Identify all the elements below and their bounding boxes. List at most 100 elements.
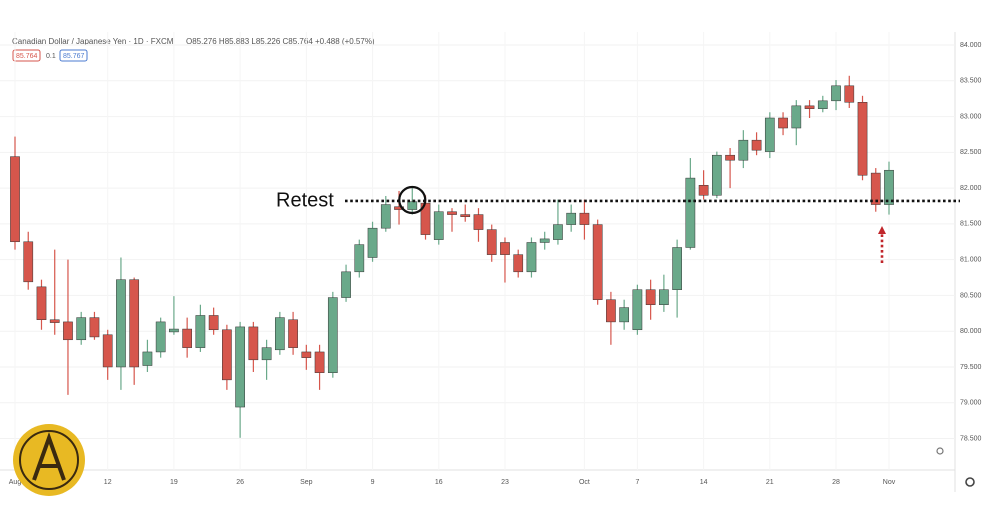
candle-body [169,328,179,333]
candle-body [738,139,749,161]
candle-body [539,238,550,243]
y-tick-label: 83.500 [960,78,982,85]
x-tick-label: 16 [435,479,443,486]
candle-body [433,211,444,240]
candle-body [566,212,577,225]
candle-body [579,212,590,225]
candle-body [195,315,206,348]
candle-body [36,286,47,321]
y-tick-label: 81.000 [960,256,982,263]
retest-label: Retest [276,189,334,211]
y-tick-label: 78.500 [960,435,982,442]
x-tick-label: Sep [300,479,313,486]
logo-letter [32,432,66,481]
auto-scale-icon[interactable] [936,447,944,455]
candle-body [884,169,894,205]
candle-body [606,299,616,323]
candle-body [817,100,828,109]
logo [13,424,85,496]
candle-body [804,105,815,109]
y-tick-label: 80.000 [960,328,982,335]
logo-ring [19,430,79,490]
candle-body [23,241,34,283]
x-tick-label: 12 [104,479,112,486]
x-tick-label: Aug [9,479,22,486]
x-tick-label: 23 [501,479,509,486]
candle-body [63,321,73,341]
candle-body [208,315,219,331]
candle-body [791,105,802,129]
badge-box [59,49,88,62]
candle-body [725,154,735,161]
x-tick-label: 14 [700,479,708,486]
chart-title: Canadian Dollar / Japanese Yen · 1D · FX… [12,37,174,46]
candle-body [857,102,868,176]
candle-body [473,214,484,230]
y-tick-label: 80.500 [960,292,982,299]
candle-body [778,117,788,129]
candle-body [380,204,391,229]
candle-body [513,254,524,273]
candle-body [248,326,259,361]
candle-body [367,227,378,258]
candle-body [500,242,510,255]
candle-body [274,317,285,351]
candle-body [76,317,87,341]
annotations: Retest [276,185,960,263]
x-tick-label: 26 [236,479,244,486]
candle-body [592,224,603,300]
candle-body [619,307,630,323]
candles [10,75,894,438]
x-tick-label: 9 [371,479,375,486]
candle-body [89,317,100,338]
badge: 85.764 [16,53,38,60]
ohlc-text: O85.276 H85.883 L85.226 C85.764 +0.488 (… [186,37,375,46]
candle-body [327,297,338,373]
x-tick-label: 28 [832,479,840,486]
gear[interactable] [965,477,975,487]
y-tick-label: 79.500 [960,364,982,371]
candle-body [116,279,126,368]
candle-body [698,184,709,196]
badge: 0.1 [46,53,56,60]
x-tick-label: 19 [170,479,178,486]
candle-body [288,319,298,348]
y-tick-label: 83.000 [960,113,982,120]
candle-body [632,289,643,331]
gear-small[interactable] [936,447,944,455]
candle-body [553,224,563,240]
candle-body [394,206,404,210]
x-tick-label: Oct [579,479,590,486]
candle-body [645,289,656,305]
candle-body [711,154,722,196]
candle-body [261,347,272,361]
candle-body [129,279,140,368]
candle-body [407,201,418,210]
candle-body [844,85,855,103]
candle-body [764,117,775,152]
y-tick-label: 82.000 [960,185,982,192]
candle-body [102,334,113,368]
candle-body [672,247,682,290]
candle-body [142,351,153,366]
candle-body [49,319,60,323]
candle-body [447,211,457,215]
candle-body [222,329,232,381]
badge: 85.767 [63,53,85,60]
y-tick-label: 82.500 [960,149,982,156]
candle-body [10,156,20,243]
y-tick-label: 81.500 [960,221,982,228]
y-tick-label: 84.000 [960,42,982,49]
x-tick-label: Nov [883,479,896,486]
candle-body [341,271,351,298]
retest-circle [398,185,427,215]
candle-body [751,139,762,151]
candle-body [354,244,365,273]
candle-body [301,351,312,358]
candle-body [460,214,471,217]
settings-icon[interactable] [965,477,975,487]
candle-body [526,242,537,273]
logo-circle [13,424,85,496]
